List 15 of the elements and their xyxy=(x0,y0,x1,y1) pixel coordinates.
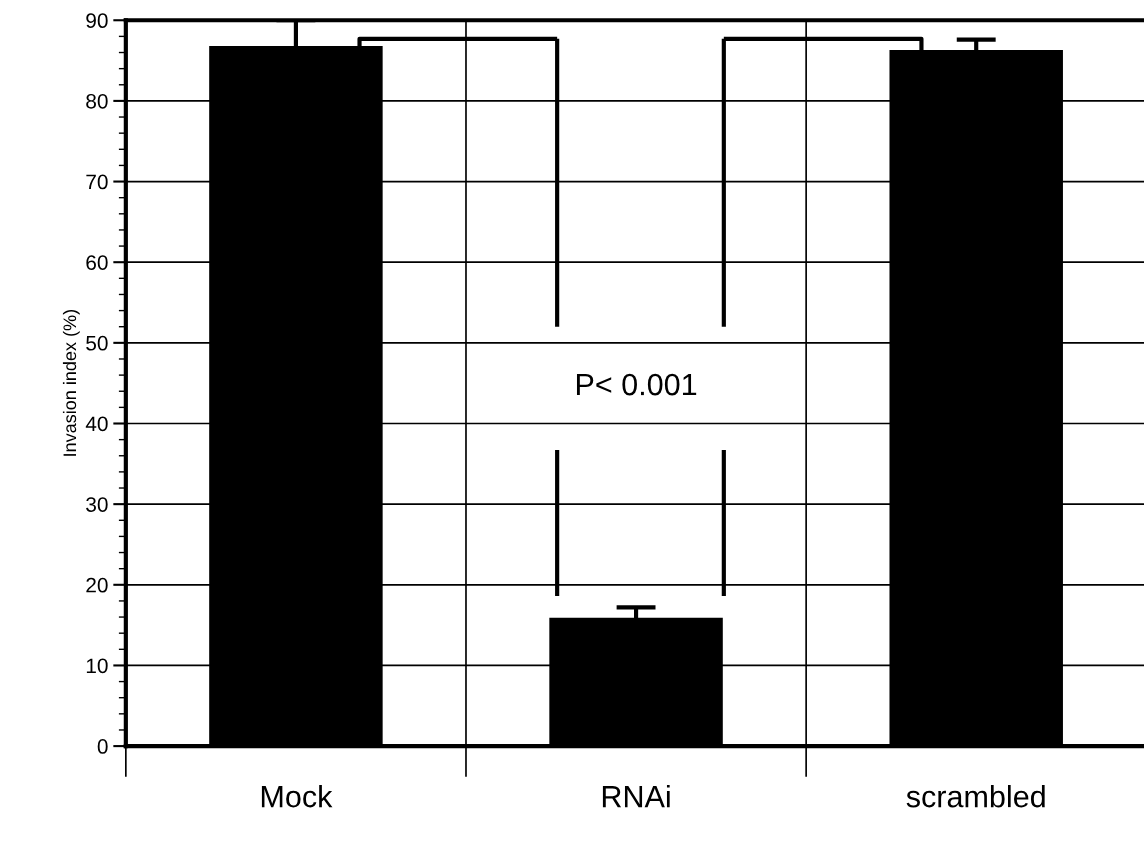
x-tick-label: scrambled xyxy=(906,784,1045,808)
y-tick-label: 50 xyxy=(86,335,108,351)
y-tick-label: 70 xyxy=(86,174,108,190)
y-tick-label: 0 xyxy=(97,739,108,754)
annotation: P< 0.001 xyxy=(576,373,697,396)
x-tick-label: Mock xyxy=(261,784,333,808)
y-tick-label: 60 xyxy=(86,255,108,270)
y-tick-label: 10 xyxy=(86,658,108,674)
y-tick-label: 20 xyxy=(86,577,108,593)
y-tick-label: 40 xyxy=(85,416,108,432)
y-tick-label: 90 xyxy=(86,13,108,29)
y-axis-title: Invasion index (%) xyxy=(62,310,80,456)
y-tick-label: 80 xyxy=(86,93,108,109)
y-tick-label: 30 xyxy=(86,497,108,512)
x-tick-label: RNAi xyxy=(602,784,670,808)
